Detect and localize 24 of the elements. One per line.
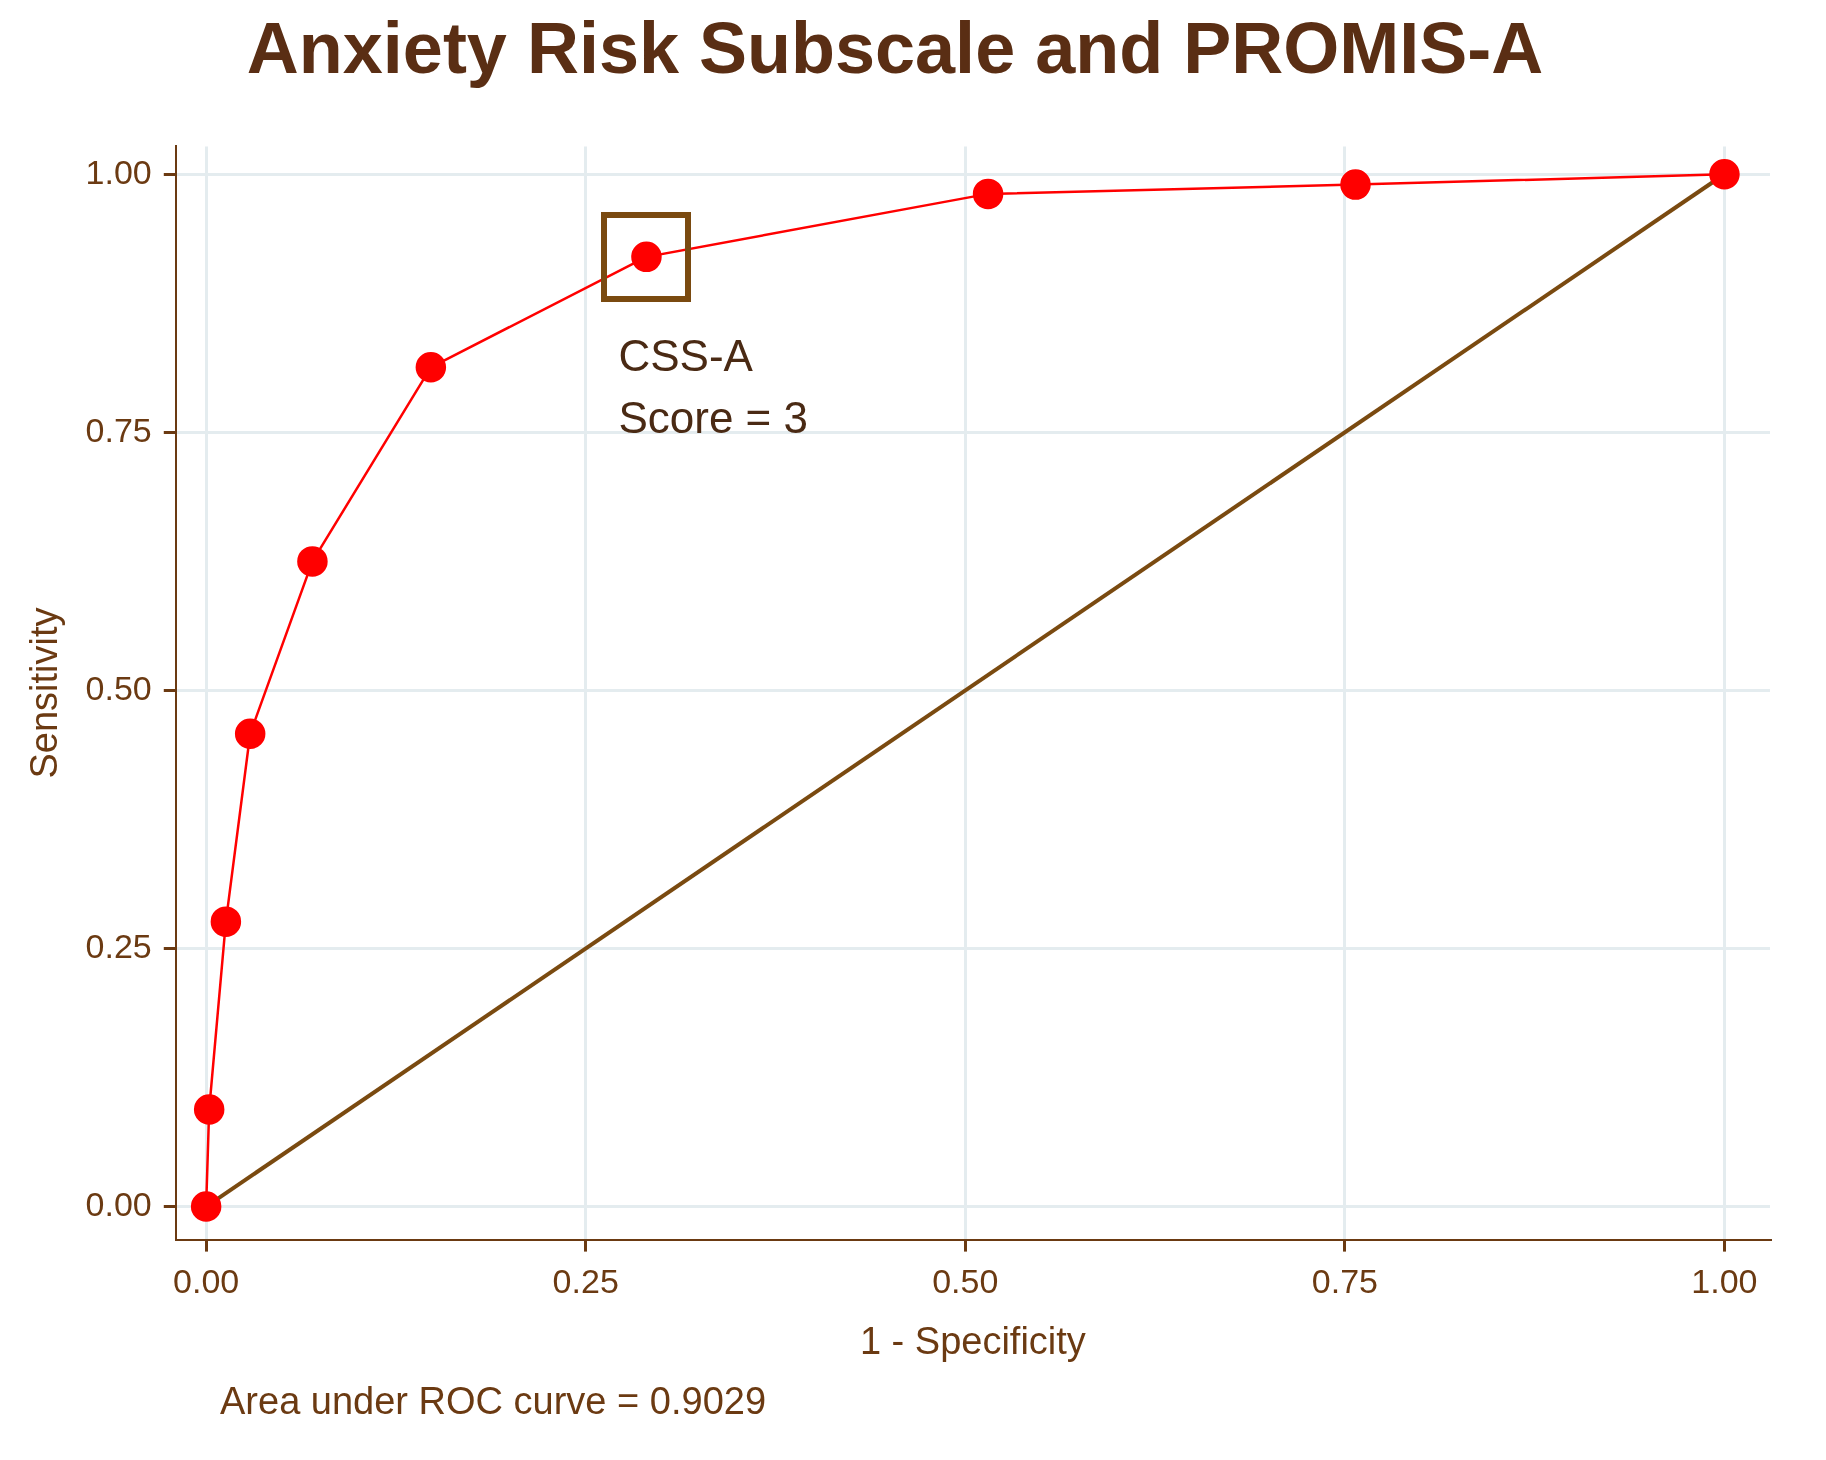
point bbox=[210, 906, 242, 937]
point bbox=[415, 352, 447, 383]
y-tick-label: 1.00 bbox=[85, 152, 152, 191]
point bbox=[1709, 159, 1740, 190]
x-tick-label: 0.25 bbox=[552, 1262, 619, 1301]
point bbox=[972, 178, 1004, 210]
x-tick-label: 0.50 bbox=[932, 1262, 999, 1301]
point bbox=[234, 718, 266, 750]
chart-title: Anxiety Risk Subscale and PROMIS-A bbox=[246, 8, 1544, 89]
point bbox=[193, 1094, 225, 1125]
x-tick-label: 0.75 bbox=[1311, 1262, 1378, 1301]
y-axis-title: Sensitivity bbox=[23, 607, 66, 779]
x-axis-title: 1 - Specificity bbox=[859, 1319, 1086, 1362]
y-tick-label: 0.50 bbox=[85, 668, 152, 707]
point bbox=[190, 1191, 222, 1222]
y-tick-label: 0.00 bbox=[85, 1184, 152, 1223]
x-tick-label: 0.00 bbox=[173, 1262, 240, 1301]
text: Area under ROC curve = 0.9029 bbox=[220, 1380, 767, 1423]
annotation: CSS-A Score = 3 bbox=[618, 331, 809, 442]
x-tick-label: 1.00 bbox=[1691, 1262, 1758, 1301]
y-tick-label: 0.75 bbox=[85, 410, 152, 449]
point bbox=[297, 546, 328, 577]
point bbox=[1340, 169, 1371, 200]
y-tick-label: 0.25 bbox=[85, 926, 152, 965]
